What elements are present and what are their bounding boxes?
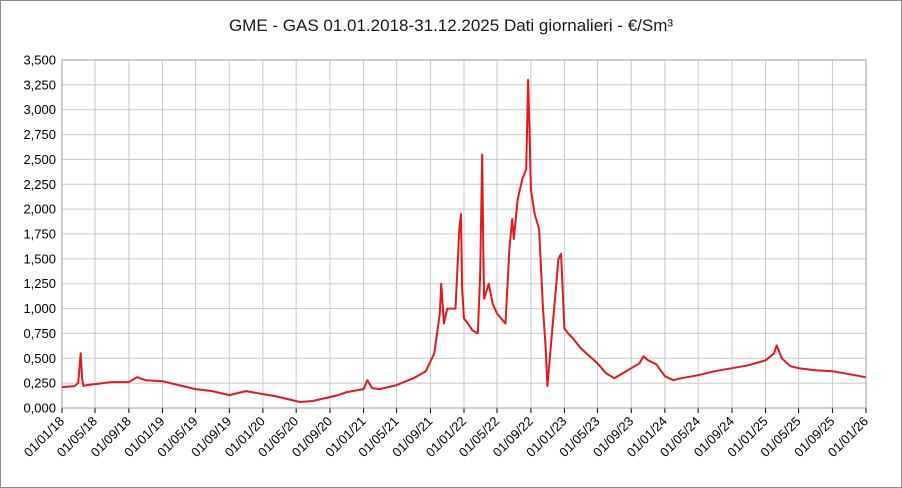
series-layer bbox=[61, 78, 866, 403]
y-tick-label: 3,500 bbox=[23, 53, 56, 68]
y-tick-label: 2,750 bbox=[23, 127, 56, 142]
y-tick-label: 2,250 bbox=[23, 177, 56, 192]
y-tick-label: 1,500 bbox=[23, 251, 56, 266]
y-tick-label: 0,750 bbox=[23, 326, 56, 341]
y-tick-label: 2,000 bbox=[23, 202, 56, 217]
y-tick-label: 0,250 bbox=[23, 376, 56, 391]
y-tick-label: 1,750 bbox=[23, 227, 56, 242]
y-tick-label: 3,000 bbox=[23, 102, 56, 117]
chart-title: GME - GAS 01.01.2018-31.12.2025 Dati gio… bbox=[228, 16, 674, 35]
y-axis-tick-labels: 0,000 0,250 0,500 0,750 1,000 1,250 1,500 1,750… bbox=[23, 53, 56, 416]
axes bbox=[61, 59, 867, 413]
x-axis-tick-labels: 01/01/1801/05/1801/09/1801/01/1901/05/19… bbox=[21, 414, 871, 460]
y-tick-label: 1,000 bbox=[23, 301, 56, 316]
y-tick-label: 1,250 bbox=[23, 276, 56, 291]
price-series-line bbox=[61, 78, 866, 403]
y-tick-label: 0,500 bbox=[23, 351, 56, 366]
y-tick-label: 0,000 bbox=[23, 401, 56, 416]
grid bbox=[61, 59, 867, 409]
y-tick-label: 3,250 bbox=[23, 77, 56, 92]
y-tick-label: 2,500 bbox=[23, 152, 56, 167]
plot-area-border bbox=[61, 59, 867, 409]
